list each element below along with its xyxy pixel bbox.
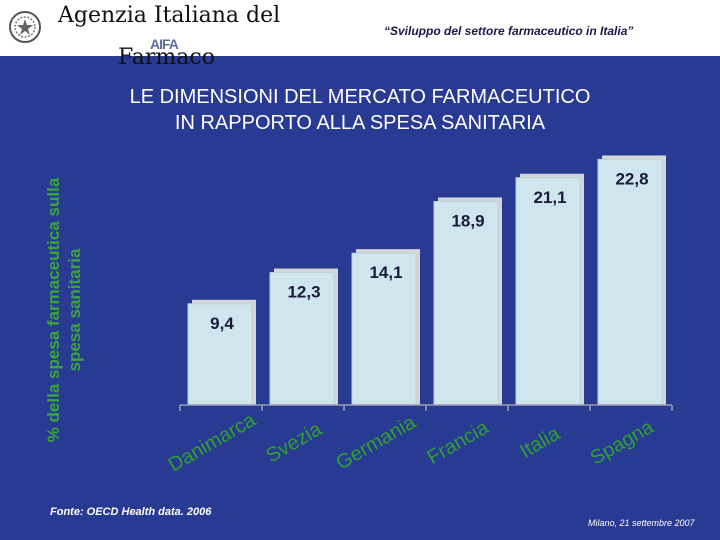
slide-title: LE DIMENSIONI DEL MERCATO FARMACEUTICO I… (0, 84, 720, 136)
bar-value-label: 12,3 (287, 283, 320, 302)
bar-germania (351, 252, 417, 406)
slide-title-line2: IN RAPPORTO ALLA SPESA SANITARIA (174, 112, 546, 134)
category-label: Italia (516, 422, 564, 463)
slide-title-line1: LE DIMENSIONI DEL MERCATO FARMACEUTICO (129, 86, 591, 108)
slide-header: Agenzia Italiana del AIFA “Sviluppo del … (0, 0, 720, 56)
category-label: Svezia (263, 418, 327, 468)
category-label: Germania (332, 411, 420, 474)
bar-svezia (269, 272, 335, 406)
category-label: Francia (424, 416, 494, 469)
presentation-subtitle: “Sviluppo del settore farmaceutico in It… (384, 24, 634, 38)
bar-value-label: 9,4 (210, 314, 234, 333)
aifa-logo: AIFA (150, 36, 179, 52)
bar-francia (433, 200, 499, 406)
bar-value-label: 22,8 (615, 169, 648, 188)
republic-emblem-icon (9, 11, 41, 43)
category-label: Spagna (587, 416, 658, 470)
bar-value-label: 21,1 (533, 188, 566, 207)
bar-danimarca (187, 303, 253, 406)
source-note: Fonte: OECD Health data. 2006 (50, 506, 212, 518)
category-label: Danimarca (165, 409, 261, 477)
bar-value-label: 18,9 (451, 211, 484, 230)
bar-italia (515, 177, 581, 406)
agency-name-line1: Agenzia Italiana del (58, 3, 281, 28)
bar-spagna (597, 158, 663, 406)
agency-name-line2: Farmaco (118, 45, 215, 70)
bar-value-label: 14,1 (369, 263, 402, 282)
footer-date: Milano, 21 settembre 2007 (588, 518, 695, 528)
